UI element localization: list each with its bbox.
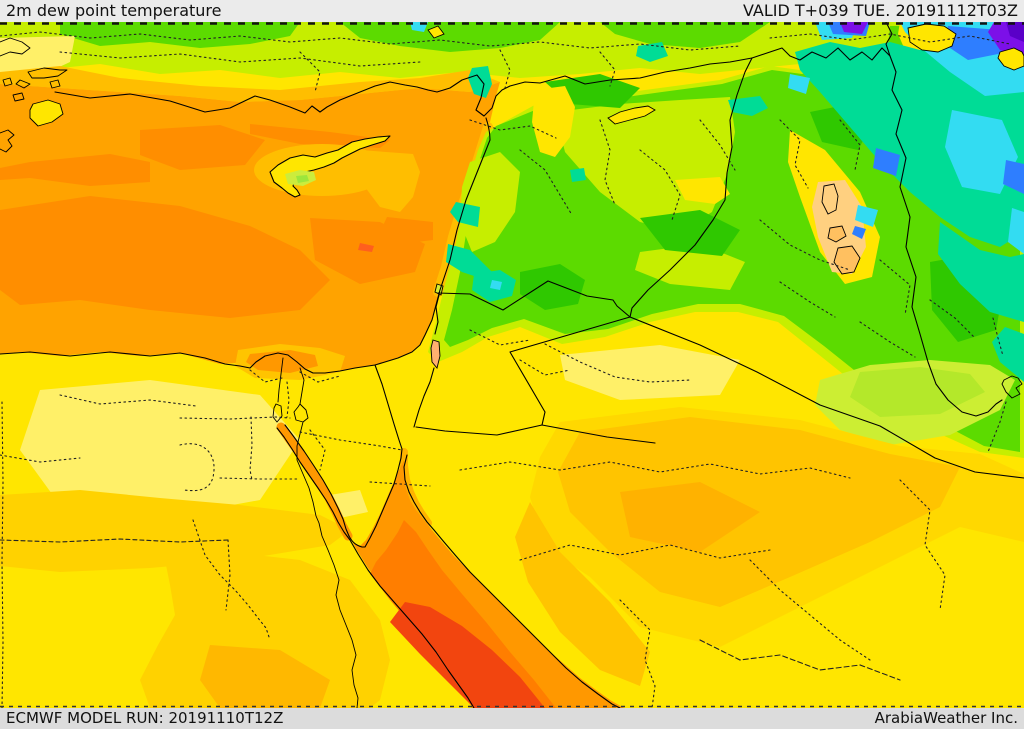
footer-bar: ECMWF MODEL RUN: 20191110T12Z ArabiaWeat… xyxy=(0,708,1024,729)
gulf-suez-west-coast xyxy=(276,427,475,708)
cyprus-island xyxy=(269,135,391,198)
lake-turkey xyxy=(427,25,445,39)
lesbos-island xyxy=(29,99,64,127)
levant-egypt-coast xyxy=(0,117,491,374)
model-run-label: ECMWF MODEL RUN: 20191110T12Z xyxy=(6,709,284,727)
bitter-lakes xyxy=(272,403,283,423)
turkey-coast-border xyxy=(54,22,893,117)
lake-assad xyxy=(607,105,656,125)
lakes xyxy=(427,23,1024,369)
wadi-araba-line xyxy=(413,367,435,428)
lake-habbaniyah xyxy=(827,225,847,243)
suez-canal xyxy=(277,357,284,403)
sinai-aqaba-west-coast xyxy=(348,448,403,548)
lake-tharthar xyxy=(821,183,839,215)
brand-label: ArabiaWeather Inc. xyxy=(874,709,1018,727)
cyprus-interior xyxy=(285,170,316,186)
dewpoint-field xyxy=(0,22,1024,708)
map-canvas xyxy=(0,22,1024,708)
syria-iraq-border xyxy=(629,57,753,318)
syria-jordan-border xyxy=(437,280,631,318)
aqaba-saudi-coast xyxy=(403,454,621,708)
kuwait-outline xyxy=(1001,375,1023,399)
iraq-saudi-border xyxy=(629,316,1024,479)
admin-boundaries xyxy=(0,31,1011,708)
header-bar: 2m dew point temperature VALID T+039 TUE… xyxy=(0,0,1024,22)
jordan-saudi-border xyxy=(415,424,656,444)
map-frame xyxy=(0,22,1024,708)
dead-sea xyxy=(430,339,441,369)
lake-van xyxy=(907,23,957,53)
coastlines-borders xyxy=(0,22,1024,708)
jordan-east-border xyxy=(509,316,631,426)
jordan-valley-line xyxy=(434,294,440,335)
lake-urmia xyxy=(997,47,1024,71)
lake-razzaza xyxy=(833,245,861,275)
weather-map xyxy=(0,22,1024,708)
aegean-coasts xyxy=(0,37,68,153)
iran-iraq-border xyxy=(889,55,1003,417)
nile-river xyxy=(293,367,359,708)
gulf-suez-east-coast xyxy=(284,424,350,537)
map-title: 2m dew point temperature xyxy=(6,1,222,20)
israel-egypt-border xyxy=(374,364,403,450)
valid-time-label: VALID T+039 TUE. 20191112T03Z xyxy=(742,1,1018,20)
